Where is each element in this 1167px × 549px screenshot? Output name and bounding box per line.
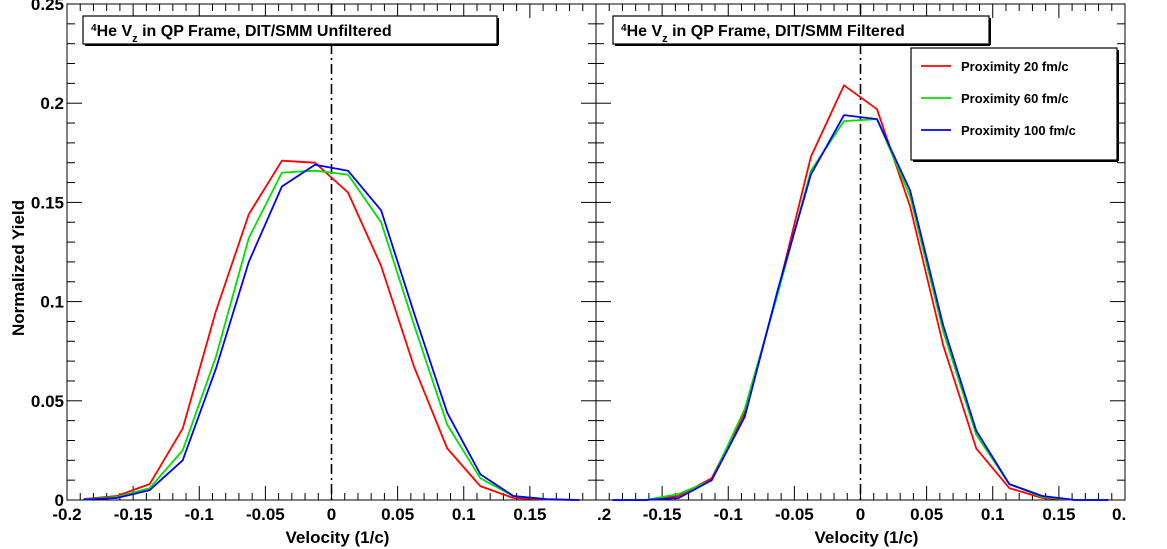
y-tick-label: 0.05: [31, 392, 64, 411]
x-tick-label: .2: [597, 505, 611, 524]
y-axis-label: Normalized Yield: [9, 200, 28, 336]
x-tick-label: 0: [856, 505, 865, 524]
x-tick-label: -0.1: [185, 505, 214, 524]
chart-title: 4He Vz in QP Frame, DIT/SMM Unfiltered: [91, 23, 392, 46]
y-tick-label: 0.1: [40, 293, 64, 312]
x-tick-label: -0.1: [714, 505, 743, 524]
x-tick-label: 0.15: [1042, 505, 1075, 524]
x-tick-label: -0.15: [643, 505, 682, 524]
x-tick-label: -0.05: [246, 505, 285, 524]
x-tick-label: 0.1: [452, 505, 476, 524]
x-tick-label: 0.05: [910, 505, 943, 524]
title-box: [82, 15, 498, 45]
y-tick-label: 0: [55, 491, 64, 510]
legend-label-3: Proximity 100 fm/c: [961, 123, 1076, 138]
x-tick-label: 0.1: [981, 505, 1005, 524]
legend-label-1: Proximity 20 fm/c: [961, 59, 1069, 74]
panels: -0.2 -0.15 -0.1 -0.05 0 0.05 0.1 0.15 0 0.05 0.1 0.…: [31, 0, 1126, 547]
legend-label-2: Proximity 60 fm/c: [961, 91, 1069, 106]
x-axis-label: Velocity (1/c): [286, 528, 390, 547]
series-line-1: [83, 159, 580, 501]
chart-title: 4He Vz in QP Frame, DIT/SMM Filtered: [621, 23, 905, 46]
y-tick-label: 0.2: [40, 94, 64, 113]
x-tick-label: 0.: [1112, 505, 1126, 524]
series-line-3: [83, 163, 580, 501]
x-axis-label: Velocity (1/c): [815, 528, 919, 547]
series-line-3: [612, 114, 1109, 501]
panel-left: -0.2 -0.15 -0.1 -0.05 0 0.05 0.1 0.15 0 0.05 0.1 0.…: [31, 0, 597, 547]
title-box: [612, 15, 990, 45]
x-tick-label: -0.15: [114, 505, 153, 524]
x-tick-label: 0.05: [381, 505, 414, 524]
panel-right: -0.15 -0.1 -0.05 0 0.05 0.1 0.15 .2 0. Velocity (…: [595, 3, 1126, 547]
y-tick-label: 0.25: [31, 0, 64, 14]
x-tick-label: -0.05: [775, 505, 814, 524]
series-line-2: [83, 169, 580, 501]
y-tick-label: 0.15: [31, 193, 64, 212]
x-tick-label: -0.2: [52, 505, 81, 524]
x-tick-label: 0: [327, 505, 336, 524]
x-tick-label: 0.15: [513, 505, 546, 524]
